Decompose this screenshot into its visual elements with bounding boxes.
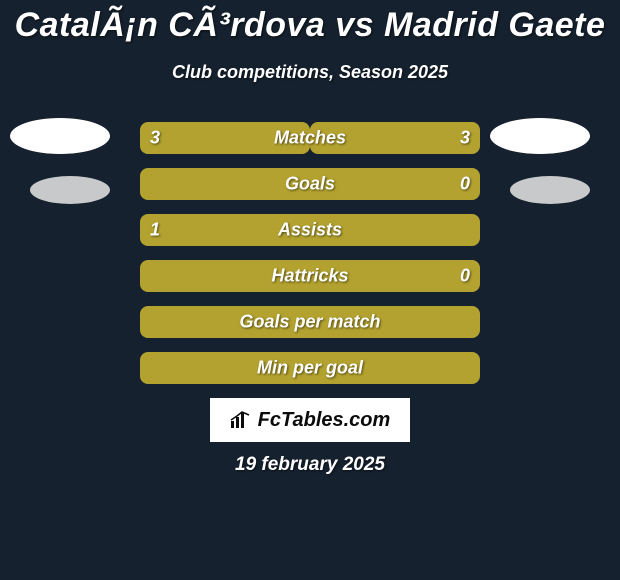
stat-value-left: 3: [150, 128, 160, 149]
page-subtitle: Club competitions, Season 2025: [0, 62, 620, 83]
date-text: 19 february 2025: [0, 454, 620, 476]
comparison-infographic: CatalÃ¡n CÃ³rdova vs Madrid Gaete Club c…: [0, 0, 620, 580]
stat-row: Hattricks 0: [140, 260, 480, 292]
player-left-portrait: [10, 118, 110, 154]
stat-bars: Matches 3 3 Goals 0 Assists 1 Hattricks 0 Goals p…: [140, 122, 480, 398]
player-right-portrait: [490, 118, 590, 154]
stat-label: Min per goal: [257, 358, 363, 379]
stat-label: Assists: [278, 220, 342, 241]
stat-label: Goals: [285, 174, 335, 195]
page-title: CatalÃ¡n CÃ³rdova vs Madrid Gaete: [0, 6, 620, 45]
stat-row: Matches 3 3: [140, 122, 480, 154]
stat-value-left: 1: [150, 220, 160, 241]
stat-row: Goals per match: [140, 306, 480, 338]
stat-value-right: 0: [460, 266, 470, 287]
player-right-silhouette: [510, 176, 590, 204]
brand-bars-icon: [230, 411, 252, 429]
stat-row: Assists 1: [140, 214, 480, 246]
player-left-silhouette: [30, 176, 110, 204]
stat-row: Goals 0: [140, 168, 480, 200]
brand-text: FcTables.com: [258, 409, 391, 432]
stat-label: Matches: [274, 128, 346, 149]
stat-label: Goals per match: [239, 312, 380, 333]
brand-badge: FcTables.com: [210, 398, 410, 442]
stat-label: Hattricks: [271, 266, 348, 287]
stat-value-right: 0: [460, 174, 470, 195]
stat-row: Min per goal: [140, 352, 480, 384]
stat-value-right: 3: [460, 128, 470, 149]
